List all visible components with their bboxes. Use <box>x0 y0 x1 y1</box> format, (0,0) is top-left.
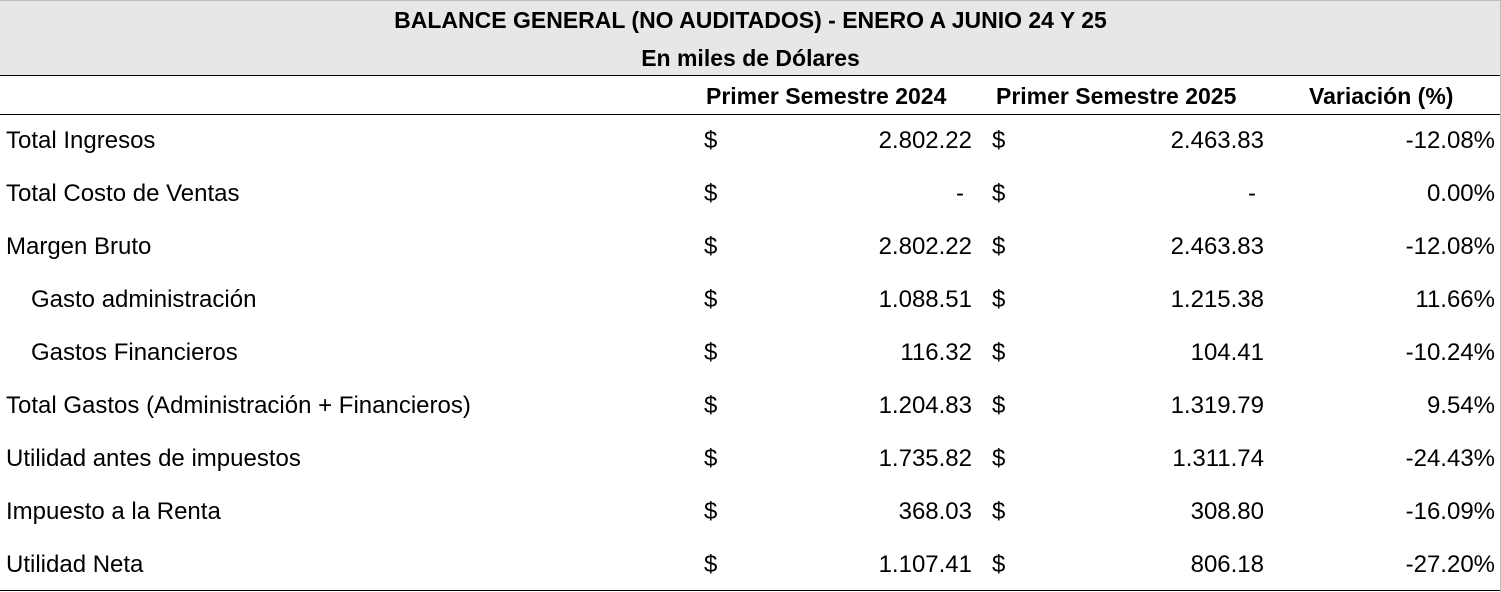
variation-value: 9.54% <box>1426 392 1495 419</box>
variation-value: -27.20% <box>1405 551 1495 578</box>
variation-value: -12.08% <box>1405 127 1495 154</box>
value-2025: 2.463.83 <box>1170 127 1264 154</box>
table-row: Utilidad antes de impuestos $ 1.735.82 $… <box>0 433 1501 486</box>
currency-symbol-2025: $ <box>992 339 1006 366</box>
value-2024: - <box>956 180 964 207</box>
column-header-variation: Variación (%) <box>1309 83 1454 109</box>
report-title: BALANCE GENERAL (NO AUDITADOS) - ENERO A… <box>394 7 1107 33</box>
value-2024: 2.802.22 <box>878 127 972 154</box>
column-header-row: Primer Semestre 2024 Primer Semestre 202… <box>0 76 1501 115</box>
value-2025: 1.319.79 <box>1170 392 1264 419</box>
value-2024: 2.802.22 <box>878 233 972 260</box>
currency-symbol-2025: $ <box>992 498 1006 525</box>
value-2025: 806.18 <box>1190 551 1264 578</box>
currency-symbol-2024: $ <box>704 445 718 472</box>
row-label: Total Costo de Ventas <box>6 180 240 207</box>
table-row: Total Ingresos $ 2.802.22 $ 2.463.83 -12… <box>0 115 1501 168</box>
value-2025: - <box>1248 180 1256 207</box>
value-2025: 1.311.74 <box>1172 445 1264 472</box>
table-row: Gastos Financieros $ 116.32 $ 104.41 -10… <box>0 327 1501 380</box>
value-2024: 1.204.83 <box>878 392 972 419</box>
value-2025: 104.41 <box>1190 339 1264 366</box>
table-row: Gasto administración $ 1.088.51 $ 1.215.… <box>0 274 1501 327</box>
variation-value: -24.43% <box>1405 445 1495 472</box>
row-label: Gastos Financieros <box>31 339 238 366</box>
column-header-2025: Primer Semestre 2025 <box>996 83 1237 109</box>
report-subtitle: En miles de Dólares <box>641 45 860 71</box>
table-row: Total Costo de Ventas $ - $ - 0.00% <box>0 168 1501 221</box>
currency-symbol-2024: $ <box>704 127 718 154</box>
row-label: Gasto administración <box>31 286 257 313</box>
title-band: BALANCE GENERAL (NO AUDITADOS) - ENERO A… <box>0 0 1501 76</box>
table-bottom-border <box>0 590 1501 591</box>
currency-symbol-2025: $ <box>992 551 1006 578</box>
row-label: Margen Bruto <box>6 233 152 260</box>
currency-symbol-2024: $ <box>704 180 718 207</box>
row-label: Total Ingresos <box>6 127 156 154</box>
variation-value: 0.00% <box>1426 180 1495 207</box>
currency-symbol-2024: $ <box>704 233 718 260</box>
table-row: Utilidad Neta $ 1.107.41 $ 806.18 -27.20… <box>0 539 1501 592</box>
row-label: Total Gastos (Administración + Financier… <box>6 392 471 419</box>
currency-symbol-2024: $ <box>704 392 718 419</box>
value-2024: 1.088.51 <box>878 286 972 313</box>
column-header-2024: Primer Semestre 2024 <box>706 83 947 109</box>
variation-value: 11.66% <box>1415 286 1495 313</box>
value-2024: 1.735.82 <box>878 445 972 472</box>
variation-value: -12.08% <box>1405 233 1495 260</box>
value-2024: 368.03 <box>898 498 972 525</box>
table-row: Margen Bruto $ 2.802.22 $ 2.463.83 -12.0… <box>0 221 1501 274</box>
currency-symbol-2025: $ <box>992 392 1006 419</box>
row-label: Utilidad antes de impuestos <box>6 445 301 472</box>
table-row: Total Gastos (Administración + Financier… <box>0 380 1501 433</box>
value-2024: 116.32 <box>900 339 972 366</box>
currency-symbol-2025: $ <box>992 445 1006 472</box>
currency-symbol-2024: $ <box>704 339 718 366</box>
currency-symbol-2024: $ <box>704 551 718 578</box>
value-2025: 2.463.83 <box>1170 233 1264 260</box>
value-2024: 1.107.41 <box>878 551 972 578</box>
value-2025: 1.215.38 <box>1170 286 1264 313</box>
currency-symbol-2024: $ <box>704 286 718 313</box>
currency-symbol-2025: $ <box>992 233 1006 260</box>
table-row: Impuesto a la Renta $ 368.03 $ 308.80 -1… <box>0 486 1501 539</box>
currency-symbol-2025: $ <box>992 127 1006 154</box>
value-2025: 308.80 <box>1190 498 1264 525</box>
variation-value: -16.09% <box>1405 498 1495 525</box>
row-label: Utilidad Neta <box>6 551 144 578</box>
currency-symbol-2024: $ <box>704 498 718 525</box>
table-body: Total Ingresos $ 2.802.22 $ 2.463.83 -12… <box>0 115 1501 592</box>
currency-symbol-2025: $ <box>992 286 1006 313</box>
currency-symbol-2025: $ <box>992 180 1006 207</box>
row-label: Impuesto a la Renta <box>6 498 221 525</box>
variation-value: -10.24% <box>1405 339 1495 366</box>
